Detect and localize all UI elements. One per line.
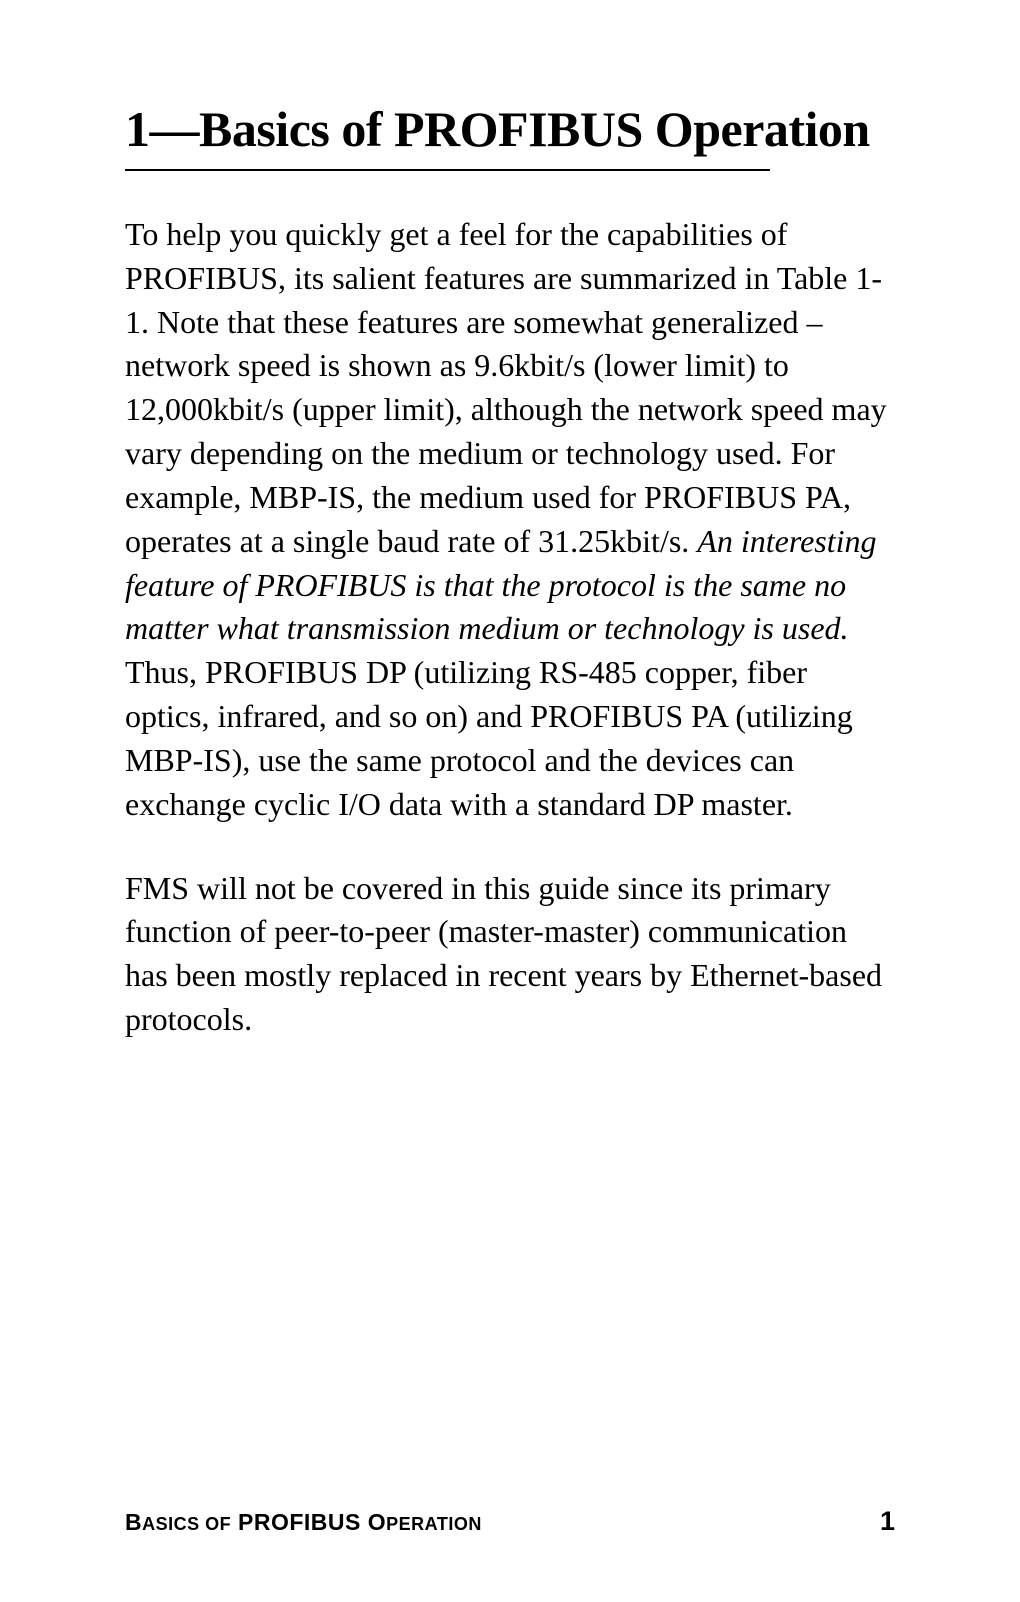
- paragraph-1: To help you quickly get a feel for the c…: [125, 213, 895, 827]
- paragraph-2: FMS will not be covered in this guide si…: [125, 867, 895, 1042]
- footer-section-title: BASICS OF PROFIBUS OPERATION: [125, 1509, 482, 1536]
- page-number: 1: [880, 1506, 895, 1537]
- paragraph-1-text-b: Thus, PROFI­BUS DP (utilizing RS-485 cop…: [125, 654, 853, 821]
- paragraph-1-text-a: To help you quickly get a feel for the c…: [125, 216, 887, 559]
- chapter-title: 1—Basics of PROFIBUS Operation: [125, 100, 895, 159]
- page-footer: BASICS OF PROFIBUS OPERATION 1: [125, 1506, 895, 1537]
- title-underline: [125, 169, 770, 171]
